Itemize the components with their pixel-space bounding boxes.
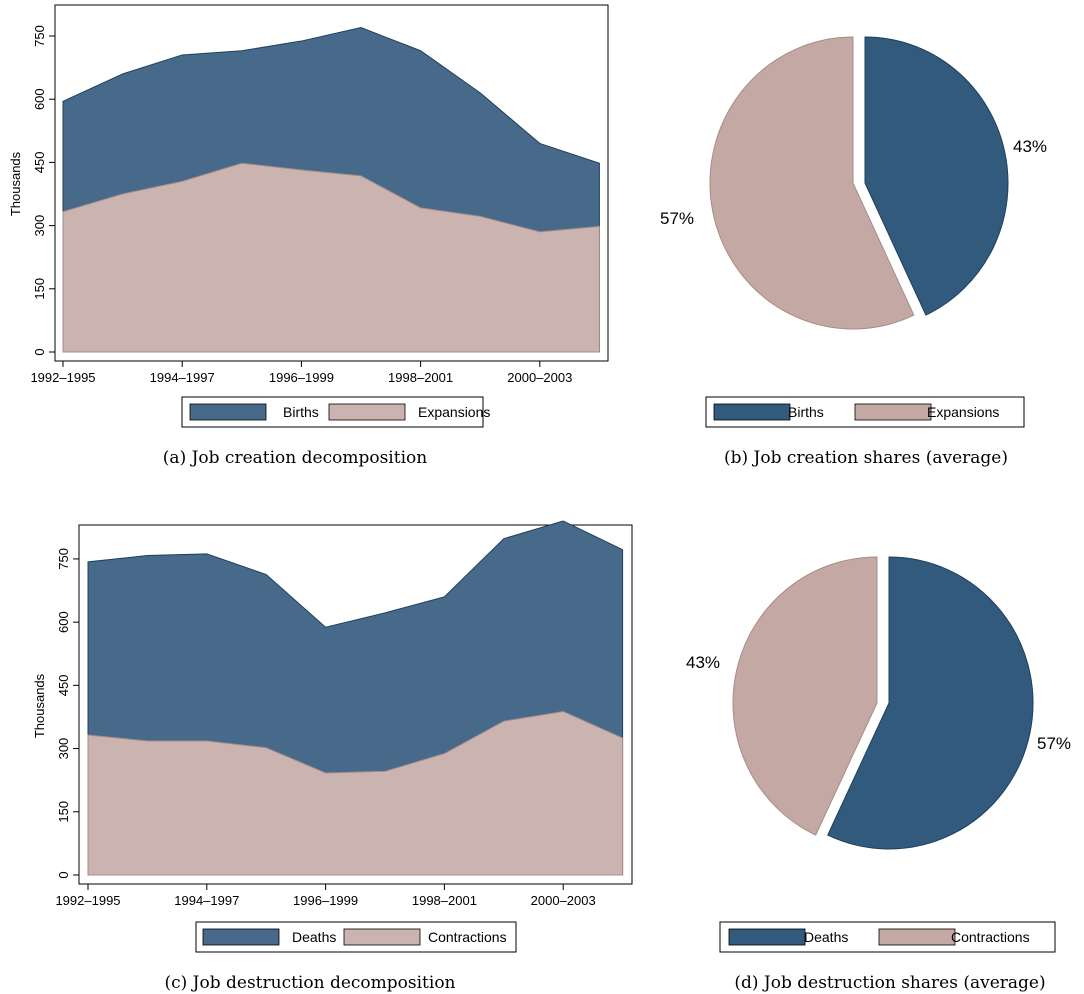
legend: Births Expansions bbox=[705, 396, 1025, 428]
legend-label-contractions: Contractions bbox=[428, 929, 507, 945]
caption: (a) Job creation decomposition bbox=[163, 448, 427, 468]
legend-swatch-deaths bbox=[202, 928, 280, 946]
x-tick-label: 2000–2003 bbox=[531, 893, 596, 908]
y-axis: 0 150 300 450 600 750 bbox=[32, 25, 55, 356]
panel-job-destruction-pie: 57% 43% Deaths Contractions (d) Job dest… bbox=[686, 556, 1071, 993]
legend: Deaths Contractions bbox=[719, 921, 1056, 953]
legend: Births Expansions bbox=[181, 396, 490, 428]
y-tick-label: 750 bbox=[56, 548, 71, 570]
x-tick-label: 2000–2003 bbox=[507, 370, 572, 385]
legend-swatch-births bbox=[189, 403, 267, 421]
x-tick-label: 1998–2001 bbox=[388, 370, 453, 385]
area-layers bbox=[62, 27, 600, 353]
legend-label-expansions: Expansions bbox=[927, 404, 999, 420]
y-axis-label: Thousands bbox=[8, 151, 23, 216]
panel-job-creation-area: 0 150 300 450 600 750 1992–1995 1994–1997 1996–… bbox=[8, 4, 609, 468]
plot-frame bbox=[78, 524, 633, 885]
pie-slices bbox=[732, 556, 1034, 850]
area-layers bbox=[87, 520, 624, 876]
pie-label-births: 43% bbox=[1013, 137, 1047, 156]
legend-swatch-births bbox=[713, 403, 791, 421]
y-tick-label: 0 bbox=[56, 871, 71, 878]
legend-swatch-contractions bbox=[878, 928, 956, 946]
y-axis: 0 150 300 450 600 750 bbox=[56, 548, 79, 879]
pie-slice-births bbox=[864, 36, 1009, 316]
area-contractions bbox=[87, 710, 624, 876]
y-tick-label: 600 bbox=[32, 88, 47, 110]
legend-label-births: Births bbox=[788, 404, 824, 420]
y-tick-label: 300 bbox=[32, 215, 47, 237]
panel-job-destruction-area: 0 150 300 450 600 750 1992–1995 1994–1997 1996–… bbox=[32, 520, 633, 993]
y-tick-label: 750 bbox=[32, 25, 47, 47]
y-tick-label: 450 bbox=[32, 152, 47, 174]
caption: (b) Job creation shares (average) bbox=[724, 448, 1008, 468]
pie-slices bbox=[709, 36, 1009, 330]
y-tick-label: 0 bbox=[32, 348, 47, 355]
pie-label-contractions: 43% bbox=[686, 653, 720, 672]
x-axis: 1992–1995 1994–1997 1996–1999 1998–2001 2000… bbox=[30, 361, 572, 385]
x-tick-label: 1994–1997 bbox=[150, 370, 215, 385]
caption: (d) Job destruction shares (average) bbox=[734, 973, 1045, 993]
y-tick-label: 450 bbox=[56, 675, 71, 697]
plot-frame bbox=[54, 4, 609, 362]
y-tick-label: 150 bbox=[56, 801, 71, 823]
y-tick-label: 600 bbox=[56, 611, 71, 633]
x-tick-label: 1996–1999 bbox=[269, 370, 334, 385]
y-tick-label: 300 bbox=[56, 738, 71, 760]
caption: (c) Job destruction decomposition bbox=[164, 973, 455, 993]
pie-slice-contractions bbox=[732, 556, 878, 836]
x-tick-label: 1992–1995 bbox=[55, 893, 120, 908]
x-tick-label: 1998–2001 bbox=[412, 893, 477, 908]
x-tick-label: 1996–1999 bbox=[293, 893, 358, 908]
x-tick-label: 1992–1995 bbox=[30, 370, 95, 385]
legend-swatch-contractions bbox=[343, 928, 421, 946]
x-tick-label: 1994–1997 bbox=[174, 893, 239, 908]
pie-slice-deaths bbox=[827, 556, 1034, 850]
legend-label-deaths: Deaths bbox=[292, 929, 336, 945]
legend-swatch-expansions bbox=[854, 403, 932, 421]
y-axis-label: Thousands bbox=[32, 673, 47, 738]
pie-label-deaths: 57% bbox=[1037, 734, 1071, 753]
legend-label-deaths: Deaths bbox=[804, 929, 848, 945]
legend-label-contractions: Contractions bbox=[951, 929, 1030, 945]
pie-slice-expansions bbox=[709, 36, 915, 330]
legend-label-expansions: Expansions bbox=[418, 404, 490, 420]
legend-swatch-expansions bbox=[328, 403, 406, 421]
y-tick-label: 150 bbox=[32, 278, 47, 300]
legend-label-births: Births bbox=[283, 404, 319, 420]
x-axis: 1992–1995 1994–1997 1996–1999 1998–2001 2000… bbox=[55, 884, 596, 908]
pie-label-expansions: 57% bbox=[660, 209, 694, 228]
legend: Deaths Contractions bbox=[195, 921, 517, 953]
area-expansions bbox=[62, 162, 600, 353]
legend-swatch-deaths bbox=[728, 928, 806, 946]
panel-job-creation-pie: 43% 57% Births Expansions (b) Job creati… bbox=[660, 36, 1047, 468]
